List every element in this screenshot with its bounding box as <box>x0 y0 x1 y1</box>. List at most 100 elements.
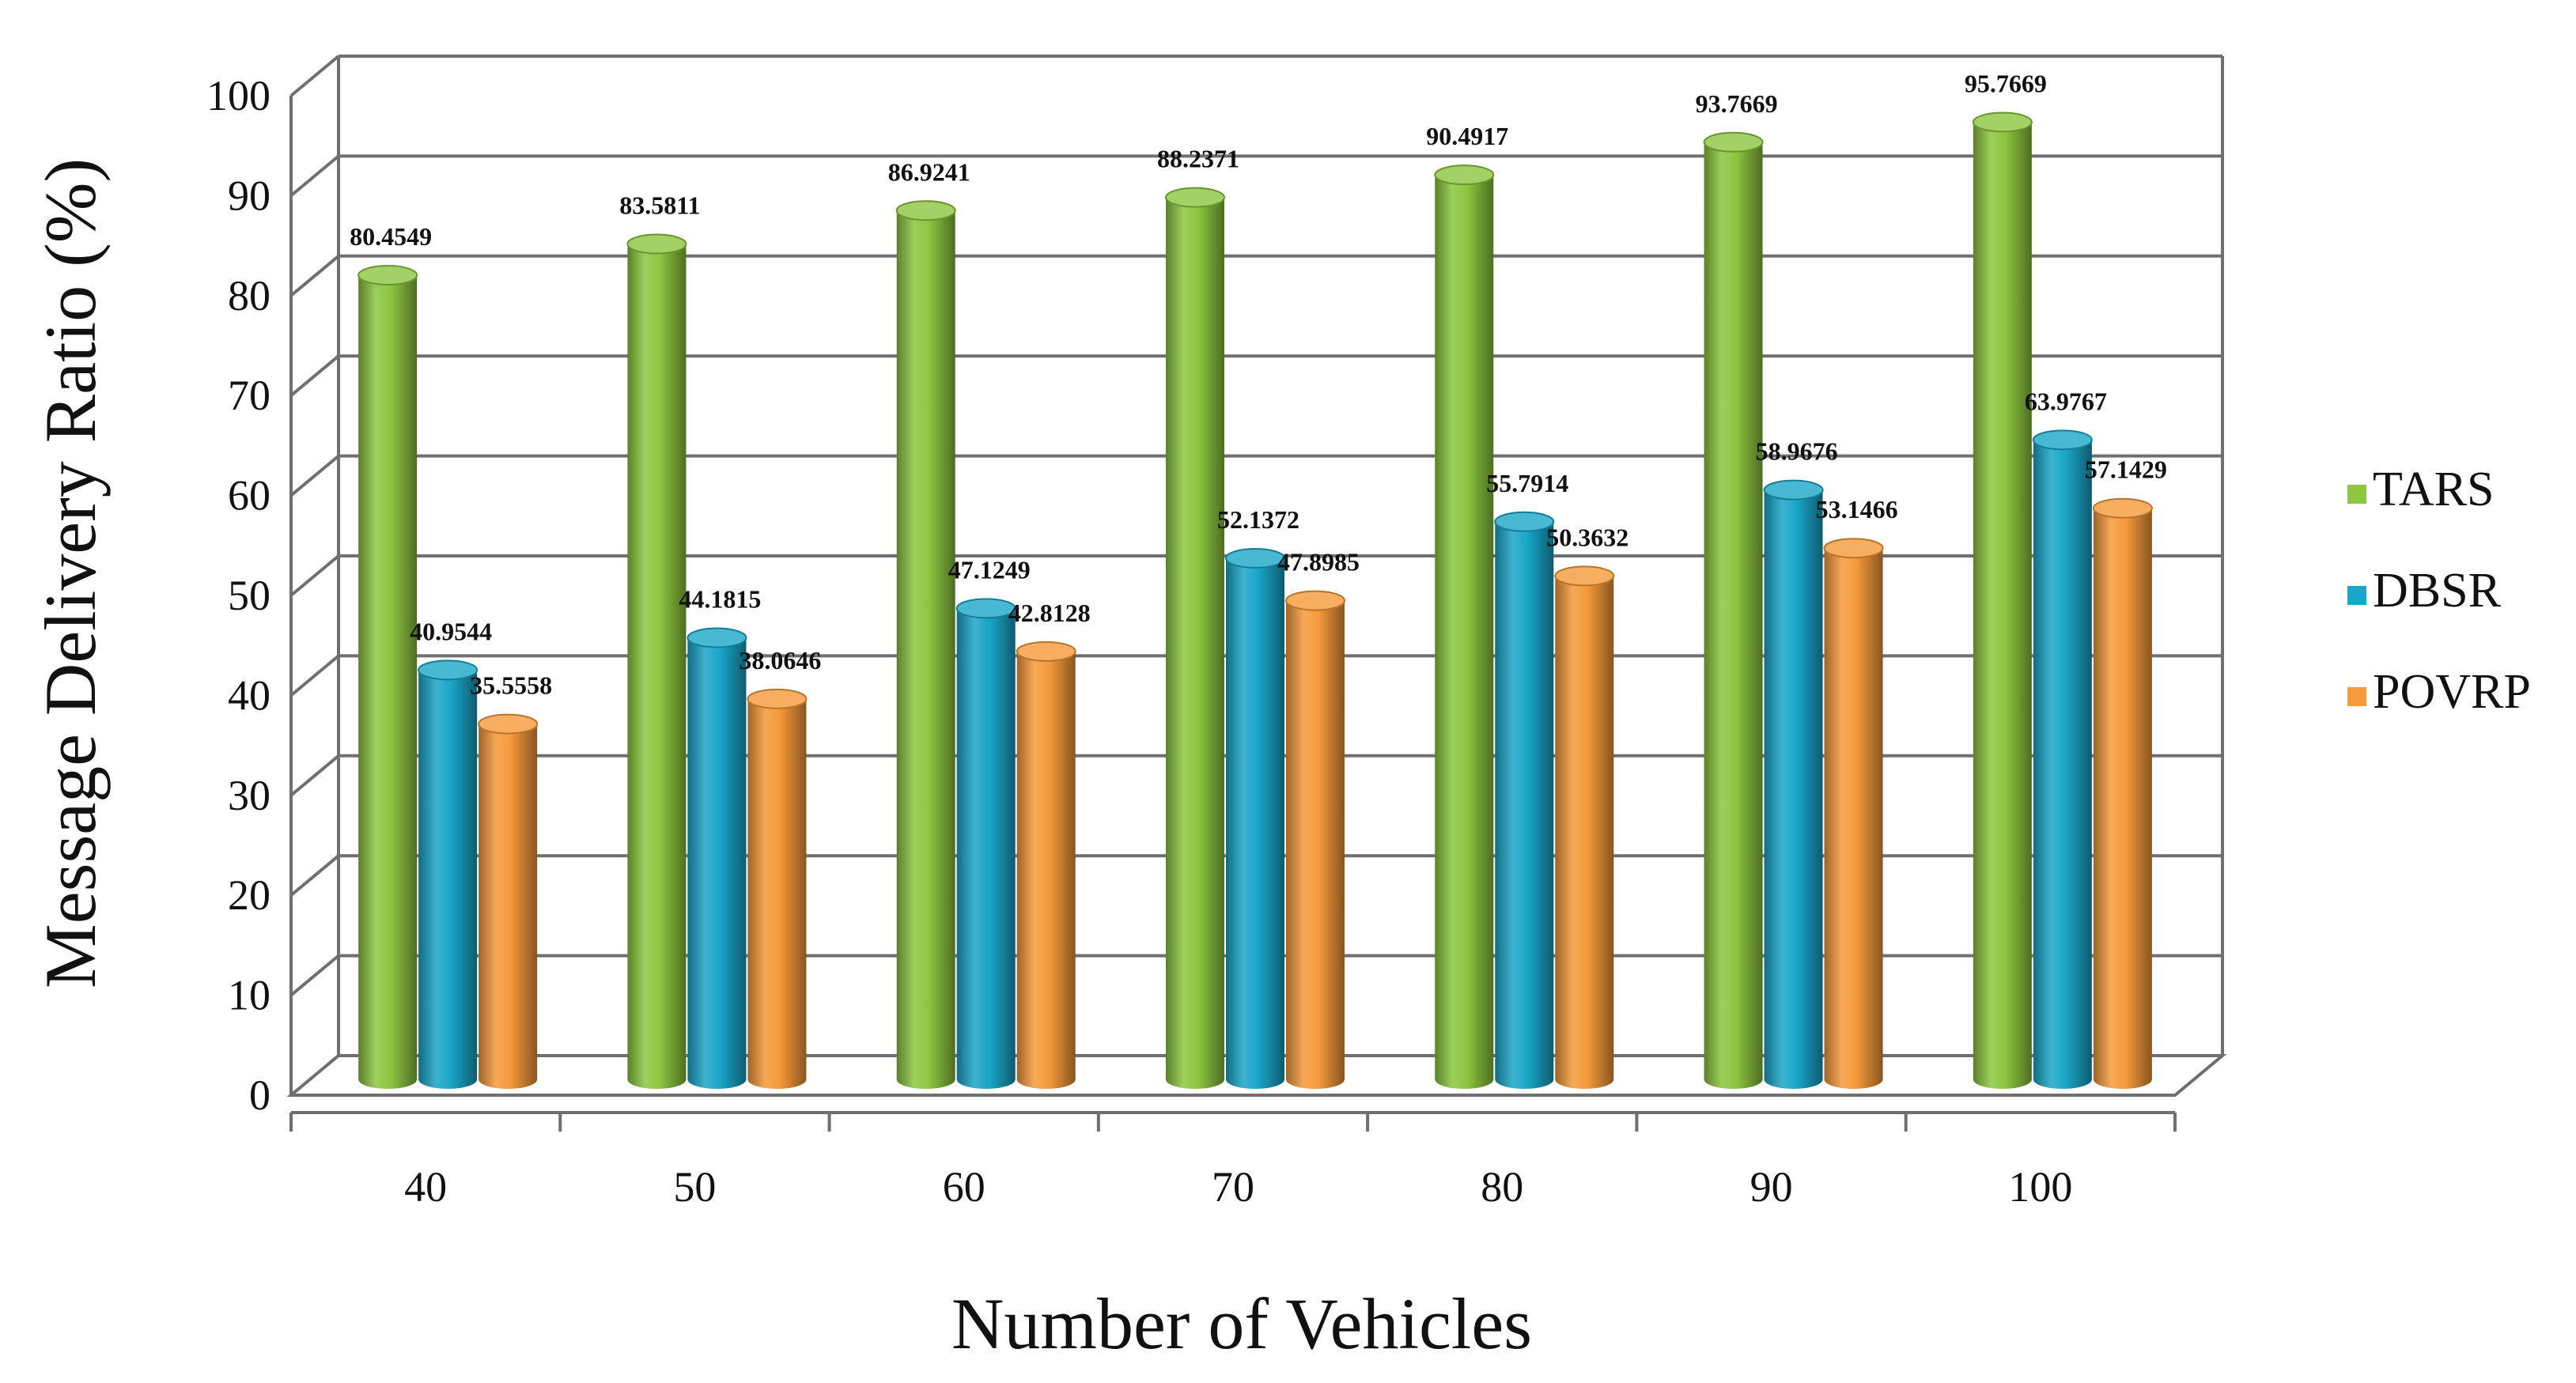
bar-body <box>1495 521 1554 1089</box>
bar-tars <box>357 265 418 1089</box>
bar-top <box>687 627 747 648</box>
bar-tars <box>1434 164 1495 1089</box>
bar-layer <box>357 111 2153 1090</box>
bar-top <box>1494 511 1555 532</box>
bar-body <box>1973 122 2032 1090</box>
bar-body <box>747 698 807 1089</box>
bar-body <box>479 724 538 1089</box>
data-label: 44.1815 <box>679 585 761 614</box>
y-axis-title: Message Delivery Ratio (%) <box>30 158 111 988</box>
y-tick-label: 10 <box>228 972 270 1019</box>
bar-tars <box>1972 111 2033 1090</box>
legend-swatch <box>2347 485 2366 504</box>
bar-body <box>1016 651 1076 1089</box>
bar-top <box>357 265 418 286</box>
bar-top <box>955 598 1016 619</box>
bar-top <box>1972 111 2033 133</box>
bar-povrp <box>1823 538 1884 1089</box>
data-label: 88.2371 <box>1157 145 1239 173</box>
data-label: 95.7669 <box>1965 70 2047 98</box>
bar-povrp <box>1016 640 1076 1089</box>
data-label: 83.5811 <box>619 191 700 220</box>
data-label: 86.9241 <box>888 157 970 186</box>
bar-top <box>478 713 539 735</box>
data-label: 42.8128 <box>1008 599 1091 627</box>
bar-top <box>2092 497 2153 519</box>
data-label: 35.5558 <box>470 671 552 700</box>
bar-dbsr <box>1494 511 1555 1089</box>
legend-swatch <box>2347 586 2366 605</box>
data-label: 58.9676 <box>1756 437 1838 466</box>
legend-label: DBSR <box>2373 564 2502 618</box>
side-gridline <box>289 154 340 197</box>
bar-tars <box>1703 131 1764 1089</box>
bar-top <box>626 233 687 255</box>
bar-dbsr <box>1763 479 1824 1089</box>
bar-body <box>1824 548 1883 1089</box>
x-tick-label: 50 <box>673 1163 716 1211</box>
y-tick-label: 100 <box>206 72 270 119</box>
bar-povrp <box>1554 565 1615 1089</box>
y-tick-label: 70 <box>228 372 270 419</box>
legend: TARS DBSR POVRP <box>2347 463 2531 719</box>
data-label: 47.1249 <box>948 555 1031 584</box>
y-tick-label: 90 <box>228 172 270 219</box>
bar-body <box>687 637 747 1089</box>
side-gridline <box>289 455 340 497</box>
x-tick-label: 40 <box>404 1163 447 1211</box>
x-tick-label: 90 <box>1750 1163 1793 1211</box>
bar-top <box>1823 538 1884 559</box>
bar-tars <box>895 200 956 1089</box>
bar-body <box>956 608 1016 1089</box>
bar-top <box>1285 590 1345 611</box>
bar-povrp <box>478 713 539 1089</box>
bar-povrp <box>747 688 808 1089</box>
bar-top <box>2032 429 2093 451</box>
data-label: 90.4917 <box>1426 122 1508 150</box>
bar-dbsr <box>1225 547 1285 1089</box>
bar-dbsr <box>687 627 747 1089</box>
x-axis-title: Number of Vehicles <box>951 1283 1532 1364</box>
data-label: 57.1429 <box>2085 455 2167 484</box>
bar-body <box>1286 600 1345 1089</box>
data-label: 53.1466 <box>1816 495 1898 523</box>
y-tick-label: 80 <box>228 272 270 319</box>
legend-swatch <box>2347 687 2366 706</box>
side-gridline <box>289 754 340 797</box>
side-gridline <box>289 854 340 897</box>
bar-dbsr <box>418 659 479 1089</box>
y-tick-label: 0 <box>249 1071 270 1119</box>
bar-body <box>418 670 478 1089</box>
data-label: 93.7669 <box>1696 89 1778 118</box>
y-tick-label: 60 <box>228 472 270 520</box>
bar-body <box>1226 557 1284 1089</box>
data-label: 40.9544 <box>410 617 492 645</box>
bar-top <box>1434 164 1495 186</box>
bar-top <box>418 659 479 681</box>
y-tick-label: 30 <box>228 772 270 819</box>
data-label: 50.3632 <box>1546 523 1628 551</box>
side-gridline <box>289 954 340 997</box>
bar-body <box>1435 175 1494 1089</box>
bar-body <box>2033 440 2092 1089</box>
data-label: 52.1372 <box>1217 505 1299 534</box>
side-gridline <box>289 255 340 297</box>
y-tick-label: 50 <box>228 572 270 619</box>
x-tick-label: 80 <box>1481 1163 1523 1211</box>
bar-dbsr <box>2032 429 2093 1089</box>
bar-top <box>1763 479 1824 501</box>
bar-body <box>358 275 418 1089</box>
bar-body <box>2093 508 2152 1089</box>
data-label: 63.9767 <box>2025 387 2107 415</box>
legend-label: TARS <box>2373 463 2495 516</box>
label-layer: 80.4549 40.9544 35.5558 83.5811 44.1815 38.06… <box>350 70 2167 700</box>
bar-body <box>1555 576 1614 1089</box>
side-gridline <box>289 654 340 697</box>
bar-tars <box>1165 187 1225 1089</box>
bar-top <box>1165 187 1225 208</box>
x-tick-label: 100 <box>2008 1163 2072 1211</box>
bar-povrp <box>2092 497 2153 1089</box>
bar-body <box>896 210 955 1089</box>
